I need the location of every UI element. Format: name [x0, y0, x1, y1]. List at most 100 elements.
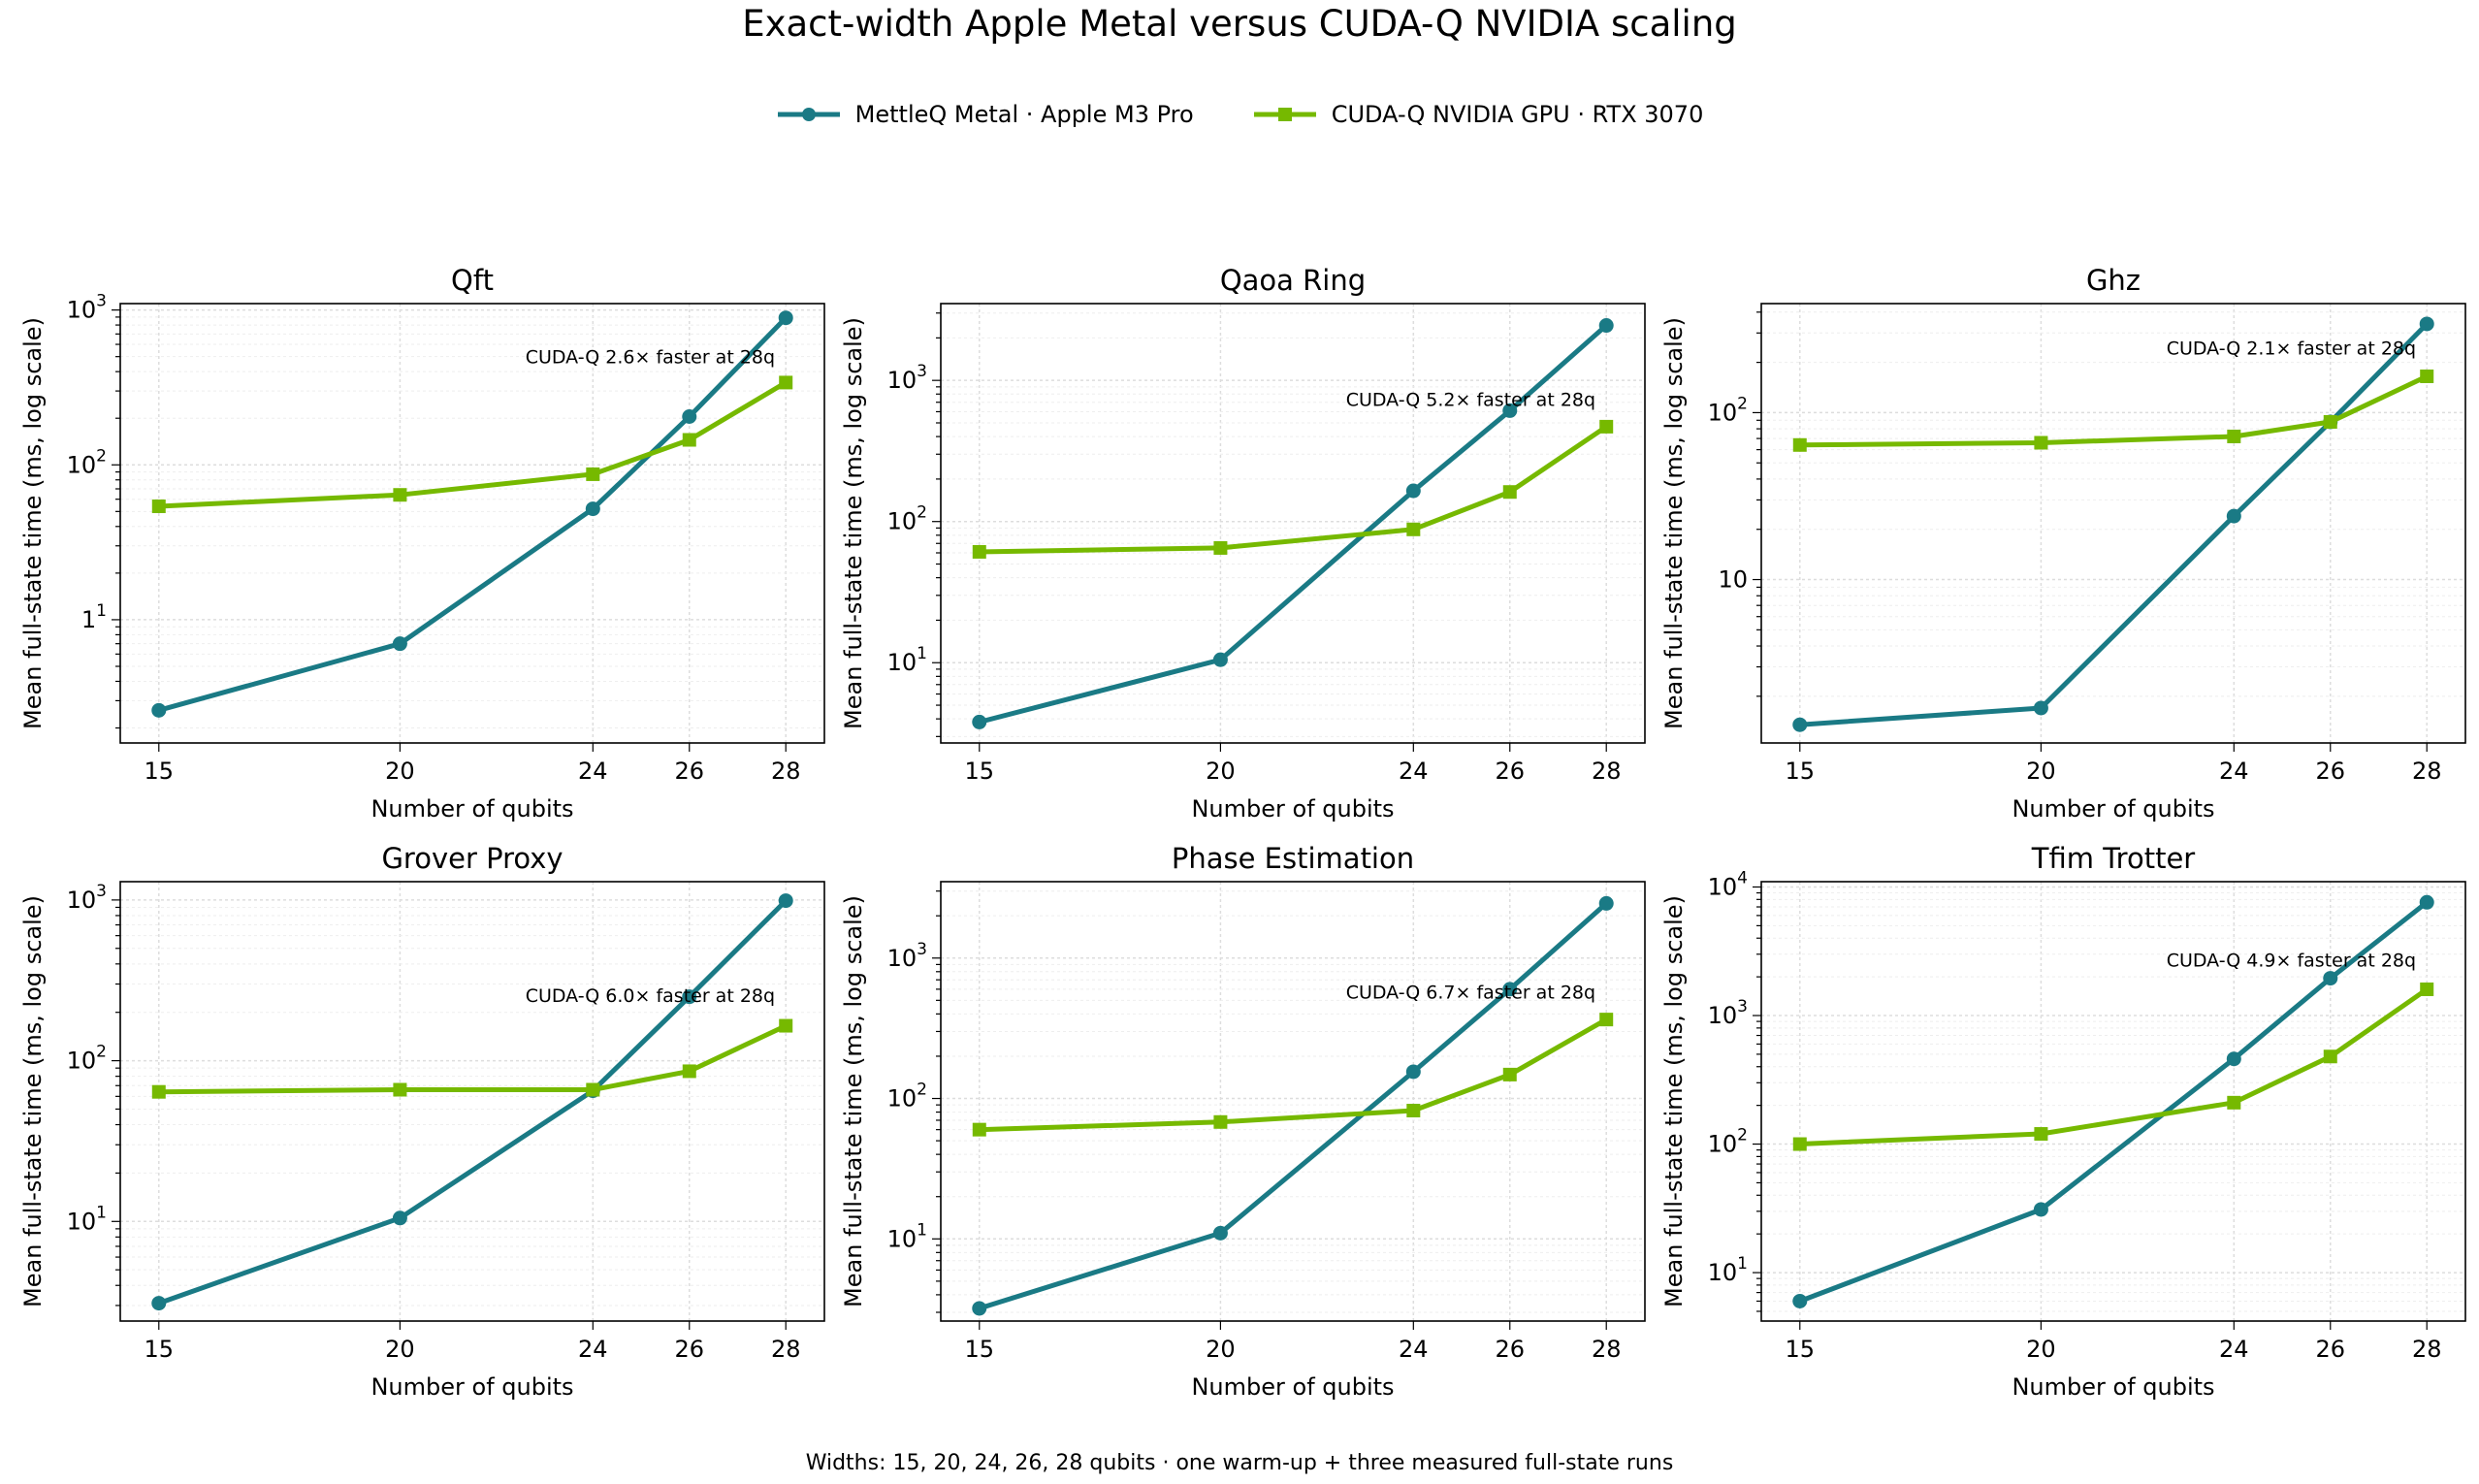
- legend-entry-cuda: CUDA-Q NVIDIA GPU · RTX 3070: [1252, 101, 1703, 128]
- data-point: [586, 1082, 600, 1097]
- x-tick-label: 24: [1399, 1336, 1429, 1363]
- data-point: [778, 310, 793, 326]
- data-point: [2419, 894, 2434, 910]
- data-point: [1405, 483, 1421, 499]
- data-point: [1213, 540, 1228, 555]
- data-point: [1599, 419, 1614, 434]
- y-tick-label: 10: [1718, 566, 1748, 594]
- x-tick-label: 15: [145, 758, 175, 785]
- series-line: [157, 898, 788, 1306]
- data-point: [2034, 1127, 2048, 1142]
- x-tick-label: 26: [2315, 1336, 2345, 1363]
- x-tick-label: 20: [2026, 758, 2056, 785]
- subplot: CUDA-Q 2.1× faster at 28q 15 20 24 26 28 10 102…: [1660, 264, 2466, 823]
- data-point: [972, 714, 987, 729]
- data-point: [1212, 652, 1228, 667]
- data-point: [2420, 982, 2434, 996]
- y-axis-label: Mean full-state time (ms, log scale): [840, 895, 867, 1307]
- data-point: [2419, 316, 2434, 332]
- data-point: [972, 544, 986, 559]
- y-axis-label: Mean full-state time (ms, log scale): [19, 317, 47, 729]
- legend-label-metal: MettleQ Metal · Apple M3 Pro: [854, 101, 1194, 128]
- data-point: [392, 636, 407, 652]
- x-tick-label: 20: [1206, 1336, 1236, 1363]
- y-axis-label: Mean full-state time (ms, log scale): [1660, 317, 1688, 729]
- y-tick-label: 102: [67, 1043, 107, 1075]
- data-point: [2227, 429, 2241, 443]
- y-tick-label: 102: [887, 1081, 927, 1113]
- annotation: CUDA-Q 2.6× faster at 28q: [526, 347, 775, 369]
- series-line: [158, 1023, 788, 1095]
- data-point: [779, 375, 793, 390]
- x-tick-label: 20: [2026, 1336, 2056, 1363]
- data-point: [972, 1122, 986, 1137]
- subplot-title: Tfim Trotter: [2031, 842, 2196, 875]
- series-line: [1799, 322, 2429, 727]
- data-point: [2420, 369, 2434, 383]
- axes-frame: [1760, 303, 2466, 744]
- data-point: [1405, 1064, 1421, 1080]
- data-point: [1502, 403, 1518, 418]
- data-point: [586, 467, 600, 481]
- x-tick-label: 28: [771, 758, 801, 785]
- x-axis-label: Number of qubits: [2012, 1373, 2214, 1401]
- data-point: [778, 893, 793, 909]
- y-tick-label: 101: [1708, 1254, 1748, 1286]
- x-tick-label: 28: [1592, 758, 1622, 785]
- y-tick-label: 103: [1708, 997, 1748, 1029]
- x-tick-label: 20: [385, 758, 415, 785]
- x-tick-label: 15: [965, 758, 995, 785]
- subplot: CUDA-Q 4.9× faster at 28q 15 20 24 26 28 101 10…: [1660, 842, 2466, 1401]
- data-point: [1598, 318, 1614, 334]
- x-tick-label: 15: [145, 1336, 175, 1363]
- axes-frame: [940, 881, 1646, 1322]
- x-tick-label: 26: [1495, 758, 1525, 785]
- y-tick-label: 102: [1708, 1126, 1748, 1158]
- y-tick-label: 101: [887, 644, 927, 676]
- subplot-title: Grover Proxy: [381, 842, 563, 875]
- data-point: [1406, 522, 1421, 536]
- annotation: CUDA-Q 2.1× faster at 28q: [2167, 338, 2416, 359]
- x-tick-label: 24: [2219, 758, 2249, 785]
- y-tick-label: 11: [81, 601, 107, 633]
- x-tick-label: 15: [1786, 1336, 1816, 1363]
- data-point: [2323, 1049, 2337, 1064]
- data-point: [682, 408, 697, 424]
- series-line: [158, 315, 788, 713]
- data-point: [393, 1082, 407, 1097]
- x-axis-label: Number of qubits: [370, 795, 573, 823]
- y-axis-label: Mean full-state time (ms, log scale): [1660, 895, 1688, 1307]
- x-tick-label: 24: [578, 1336, 608, 1363]
- y-tick-label: 102: [887, 503, 927, 535]
- annotation: CUDA-Q 6.0× faster at 28q: [526, 985, 775, 1007]
- data-point: [1599, 1013, 1614, 1027]
- data-point: [2033, 700, 2048, 716]
- legend-line-circle-icon: [777, 108, 840, 121]
- annotation: CUDA-Q 4.9× faster at 28q: [2167, 950, 2416, 971]
- x-tick-label: 24: [2219, 1336, 2249, 1363]
- x-axis-label: Number of qubits: [1191, 795, 1394, 823]
- data-point: [2323, 414, 2337, 429]
- subplot: CUDA-Q 6.7× faster at 28q 15 20 24 26 28 101 10…: [840, 842, 1646, 1401]
- data-point: [151, 1296, 167, 1311]
- x-tick-label: 26: [674, 758, 704, 785]
- series-line: [1799, 373, 2429, 448]
- y-tick-label: 103: [887, 940, 927, 972]
- data-point: [682, 1064, 696, 1079]
- data-point: [2227, 1095, 2241, 1110]
- x-tick-label: 15: [965, 1336, 995, 1363]
- data-point: [1792, 1293, 1808, 1308]
- y-tick-label: 103: [887, 362, 927, 394]
- data-point: [151, 499, 166, 513]
- data-point: [1212, 1225, 1228, 1241]
- data-point: [1213, 1114, 1228, 1129]
- y-tick-label: 104: [1708, 868, 1748, 900]
- y-axis-label: Mean full-state time (ms, log scale): [19, 895, 47, 1307]
- x-axis-label: Number of qubits: [370, 1373, 573, 1401]
- x-axis-label: Number of qubits: [1191, 1373, 1394, 1401]
- data-point: [682, 433, 696, 447]
- data-point: [1502, 1067, 1517, 1081]
- axes-frame: [1760, 881, 2466, 1322]
- legend-line-square-icon: [1253, 108, 1316, 121]
- data-point: [972, 1301, 987, 1316]
